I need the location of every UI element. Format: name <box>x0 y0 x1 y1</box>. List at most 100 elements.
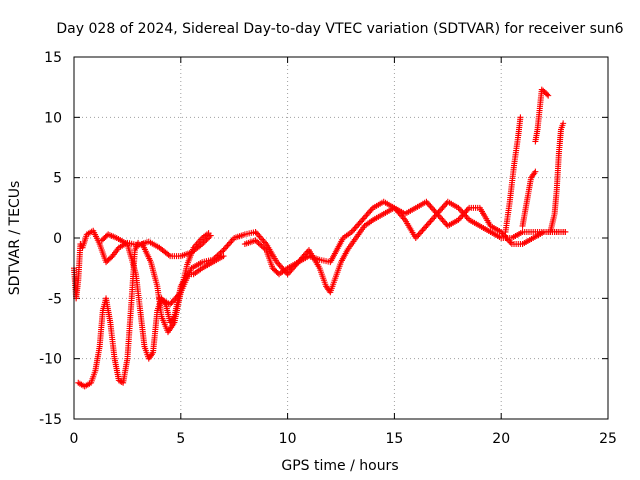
data-point <box>199 241 206 248</box>
y-tick-labels: -15 -10 -5 0 5 10 15 <box>39 50 62 428</box>
data-point <box>439 204 446 211</box>
data-point <box>431 213 438 220</box>
data-point <box>458 213 465 220</box>
data-point <box>427 203 434 210</box>
data-point <box>277 263 284 270</box>
data-point <box>416 230 423 237</box>
data-point <box>399 213 406 220</box>
data-point <box>257 235 264 241</box>
data-point <box>507 239 514 246</box>
data-point <box>440 218 447 225</box>
x-tick-label: 5 <box>176 431 185 447</box>
data-point <box>428 216 435 223</box>
data-point <box>363 212 370 219</box>
data-point <box>203 236 210 243</box>
data-point <box>463 207 470 214</box>
data-point <box>367 207 374 214</box>
data-point <box>562 228 569 235</box>
data-point <box>430 206 437 213</box>
chart-title: Day 028 of 2024, Sidereal Day-to-day VTE… <box>56 21 623 37</box>
data-point <box>223 244 230 251</box>
y-tick-label: 10 <box>44 110 62 126</box>
data-point <box>217 249 224 256</box>
x-tick-label: 20 <box>492 431 510 447</box>
data-point <box>436 207 443 214</box>
data-point <box>435 209 442 216</box>
data-point <box>135 239 142 246</box>
y-tick-label: -15 <box>39 412 62 428</box>
y-tick-label: 0 <box>53 231 62 247</box>
data-point <box>200 239 207 246</box>
data-point <box>355 221 362 228</box>
y-tick-label: -10 <box>39 352 62 368</box>
data-point <box>438 206 445 213</box>
data-point <box>545 92 552 99</box>
data-point <box>432 212 439 219</box>
data-point <box>221 245 228 252</box>
data-points <box>71 86 569 390</box>
data-point <box>362 213 369 220</box>
data-point <box>202 238 209 245</box>
data-point <box>256 233 263 240</box>
data-point <box>108 254 115 261</box>
data-point <box>426 219 433 226</box>
data-point <box>428 204 435 211</box>
data-point <box>225 241 232 248</box>
data-point <box>415 231 422 238</box>
data-point <box>517 114 524 121</box>
data-point <box>168 299 175 306</box>
y-tick-label: 15 <box>44 50 62 66</box>
y-tick-label: 5 <box>53 171 62 187</box>
data-point <box>352 224 359 231</box>
data-point <box>439 216 446 223</box>
data-point <box>254 238 261 245</box>
x-tick-labels: 0 5 10 15 20 25 <box>70 431 617 447</box>
data-point <box>419 227 426 234</box>
data-point <box>459 209 466 216</box>
data-point <box>366 209 373 216</box>
data-point <box>422 224 429 231</box>
data-point <box>351 225 358 232</box>
data-point <box>418 228 425 235</box>
data-point <box>424 200 431 207</box>
x-tick-label: 10 <box>279 431 297 447</box>
data-point <box>431 207 438 214</box>
data-point <box>438 215 445 222</box>
data-point <box>460 210 467 217</box>
data-point <box>436 213 443 220</box>
data-point <box>532 168 539 175</box>
data-point <box>544 91 551 98</box>
x-tick-label: 25 <box>599 431 617 447</box>
data-point <box>464 206 471 213</box>
data-point <box>427 218 434 225</box>
data-point <box>430 215 437 222</box>
data-point <box>205 230 212 237</box>
data-point <box>560 120 567 127</box>
data-point <box>356 219 363 226</box>
data-point <box>354 222 361 229</box>
data-point <box>303 250 310 257</box>
data-point <box>276 262 283 269</box>
data-point <box>458 207 465 214</box>
data-point <box>220 253 227 260</box>
data-point <box>359 216 366 223</box>
x-tick-label: 0 <box>70 431 79 447</box>
plot-frame <box>73 56 609 420</box>
y-axis-label: SDTVAR / TECUs <box>7 181 23 296</box>
data-point <box>228 238 235 245</box>
data-point <box>350 227 357 234</box>
x-axis-label: GPS time / hours <box>281 458 398 474</box>
data-point <box>364 210 371 217</box>
data-point <box>463 213 470 220</box>
data-point <box>360 215 367 222</box>
data-point <box>462 212 469 219</box>
data-point <box>440 203 447 210</box>
data-point <box>220 247 227 254</box>
y-tick-label: -5 <box>48 291 62 307</box>
data-point <box>227 239 234 246</box>
data-point <box>420 225 427 232</box>
data-point <box>434 210 441 217</box>
data-point <box>224 242 231 249</box>
data-point <box>423 222 430 229</box>
